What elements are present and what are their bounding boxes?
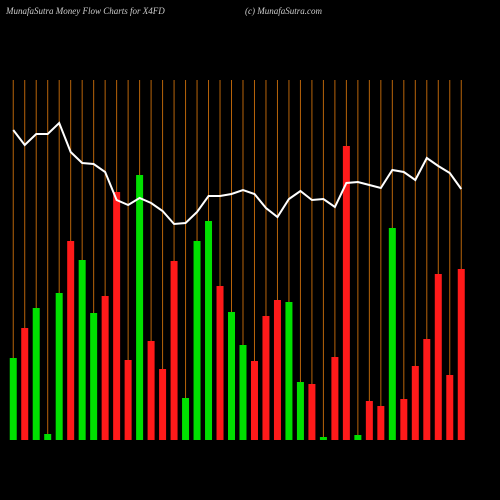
- bar: [250, 361, 258, 440]
- line: [12, 121, 463, 226]
- bar: [9, 358, 17, 440]
- bar: [55, 293, 63, 440]
- bar: [388, 228, 396, 440]
- bar: [228, 312, 236, 440]
- bar: [78, 260, 86, 440]
- bar: [124, 360, 132, 440]
- bar: [342, 146, 350, 440]
- bar: [354, 435, 362, 440]
- bar: [90, 313, 98, 440]
- bar: [377, 406, 385, 440]
- bar: [136, 175, 144, 440]
- bar: [170, 261, 178, 440]
- bar: [113, 192, 121, 440]
- bar: [296, 382, 304, 440]
- bar: [205, 221, 213, 440]
- bar: [365, 401, 373, 440]
- bar: [446, 375, 454, 440]
- bar: [182, 398, 190, 440]
- bar: [308, 384, 316, 440]
- bar: [400, 399, 408, 440]
- bar: [457, 269, 465, 440]
- bar: [411, 366, 419, 440]
- bar: [101, 296, 109, 440]
- bar: [147, 341, 155, 440]
- chart-title: MunafaSutra Money Flow Charts for X4FD: [5, 6, 165, 16]
- bar: [331, 357, 339, 440]
- bar: [193, 241, 201, 440]
- bar: [239, 345, 247, 440]
- bar: [434, 274, 442, 440]
- bar: [67, 241, 75, 440]
- bar: [319, 437, 327, 440]
- bar: [32, 308, 40, 440]
- bar: [159, 369, 167, 440]
- bar: [216, 286, 224, 440]
- bar: [423, 339, 431, 440]
- chart-subtitle: (c) MunafaSutra.com: [245, 6, 322, 16]
- bar: [273, 300, 281, 440]
- bar: [21, 328, 29, 440]
- bar: [262, 316, 270, 440]
- bar: [44, 434, 52, 440]
- bar: [285, 302, 293, 440]
